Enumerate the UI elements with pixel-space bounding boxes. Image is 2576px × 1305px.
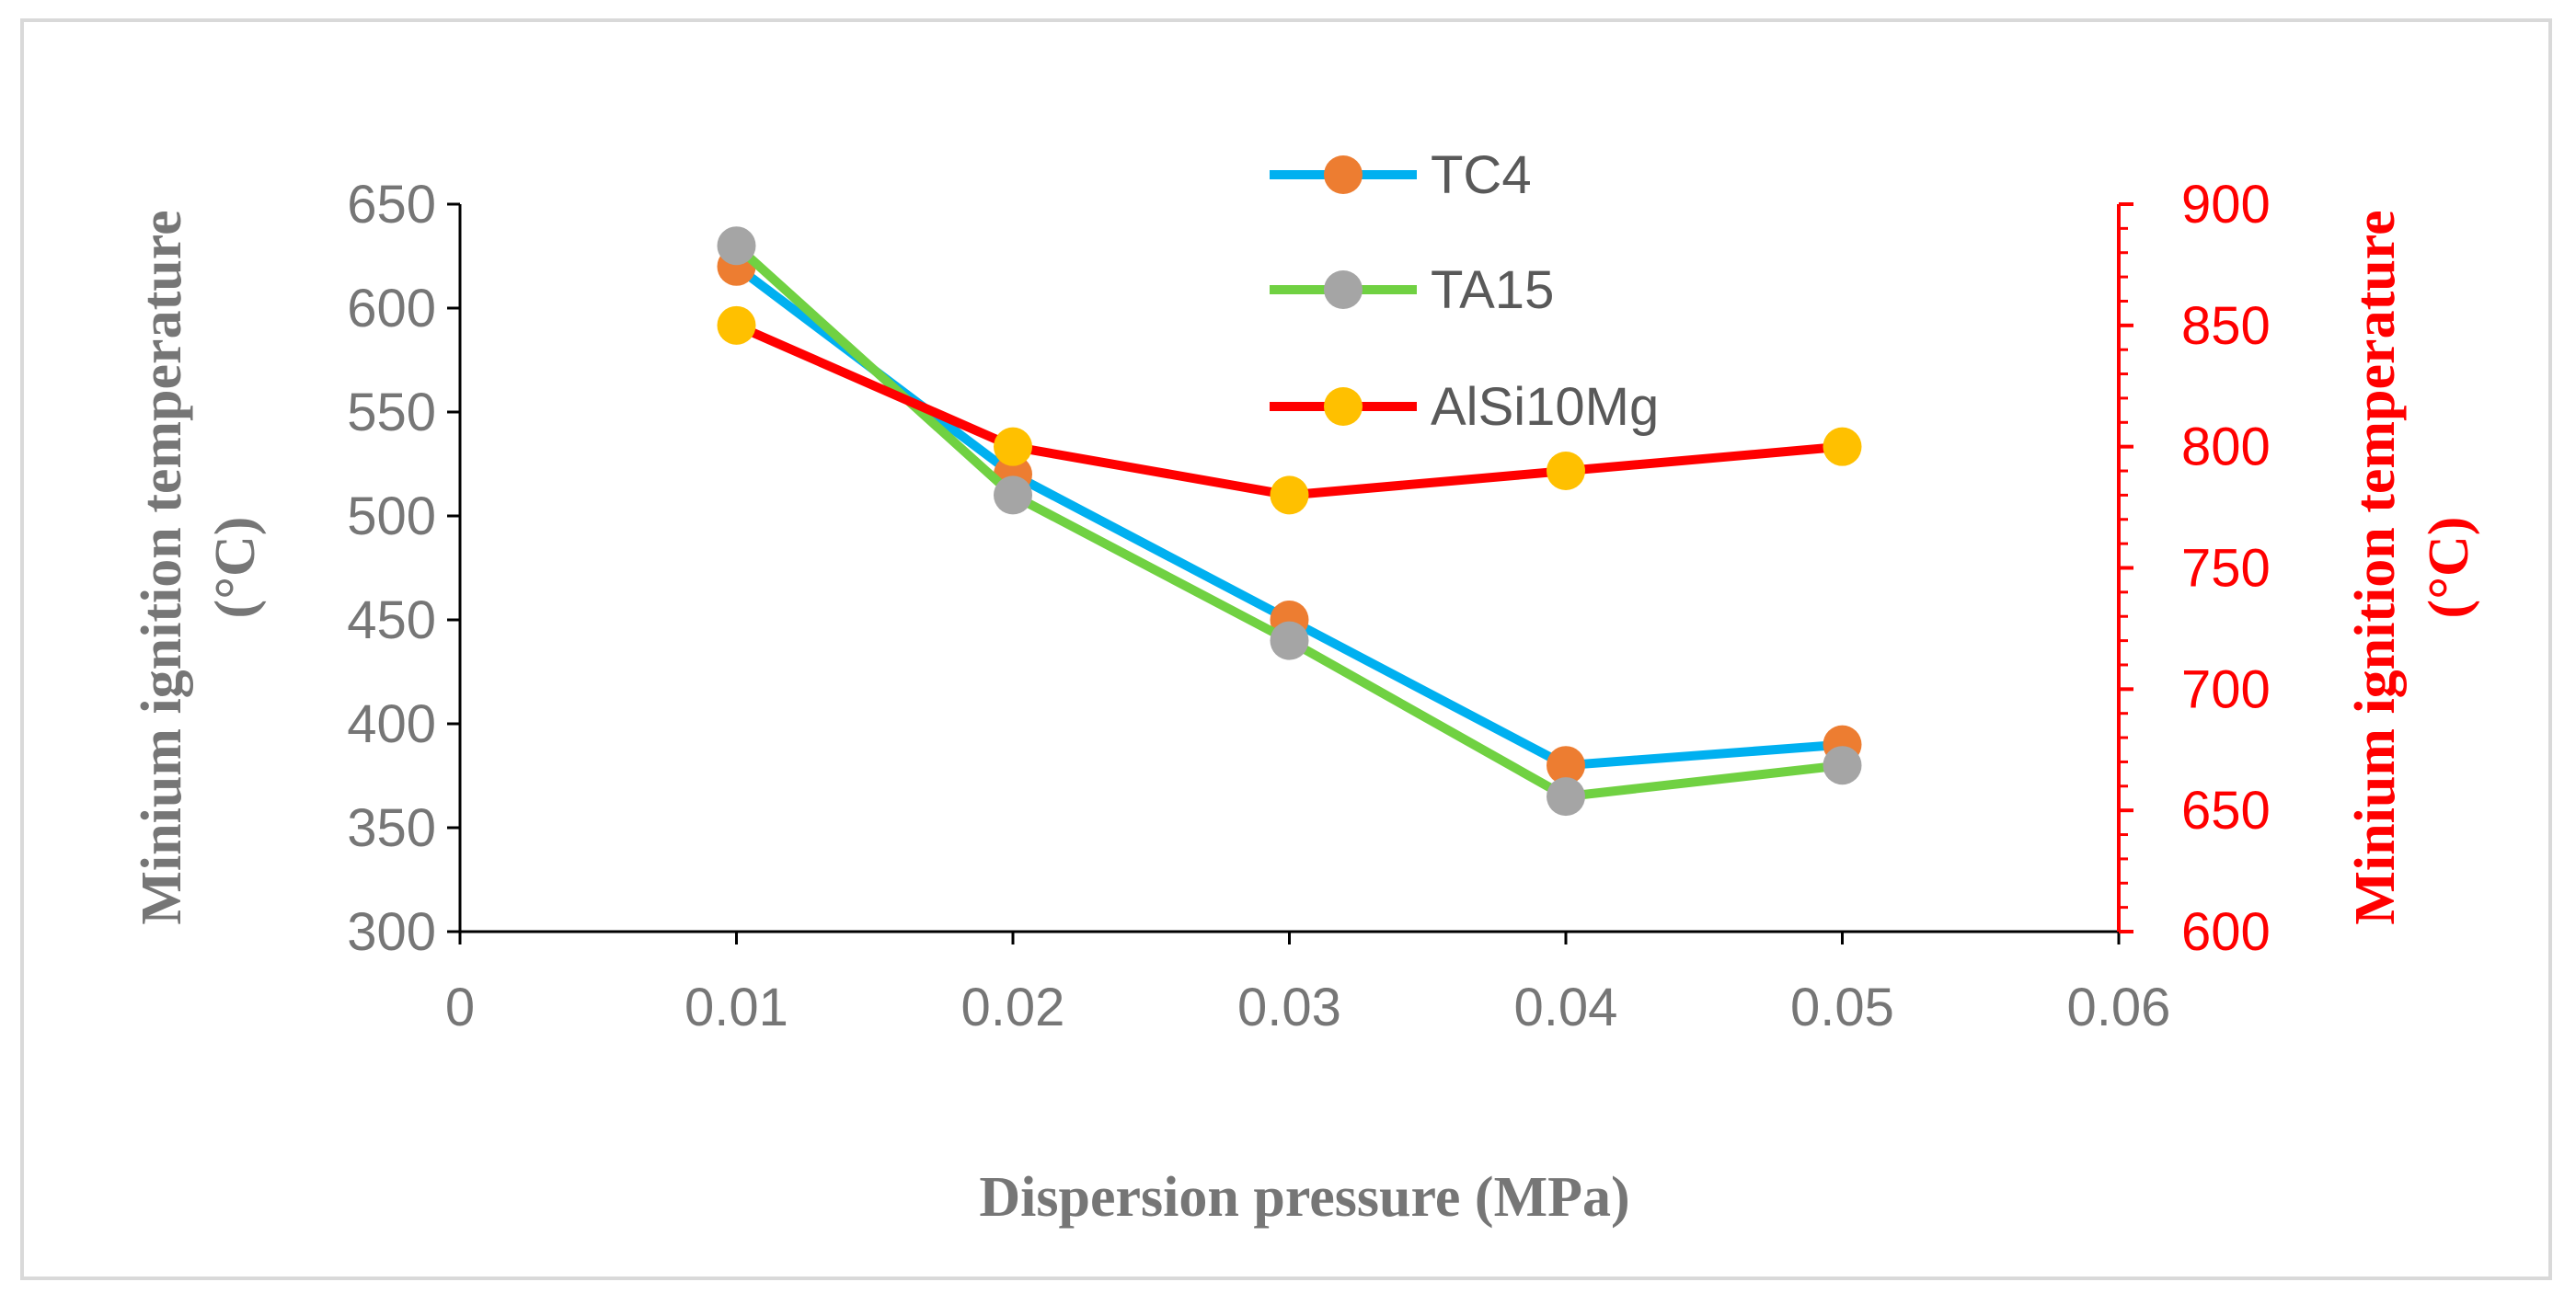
data-point-alsi10mg <box>1547 452 1585 491</box>
series-line-ta15 <box>731 241 1847 802</box>
data-point-ta15 <box>994 475 1032 515</box>
data-point-ta15 <box>1547 777 1585 817</box>
x-tick-label: 0.04 <box>1514 978 1618 1037</box>
y2-tick-label: 750 <box>2181 539 2271 599</box>
legend-marker <box>1324 270 1363 309</box>
y-tick-label: 550 <box>347 383 436 442</box>
y2-axis-title-line2: (°C) <box>2418 517 2480 619</box>
data-point-alsi10mg <box>1270 475 1309 515</box>
legend-marker <box>1324 155 1363 194</box>
axes <box>447 202 2133 944</box>
x-tick-label: 0.01 <box>684 978 788 1037</box>
x-tick-label: 0 <box>445 978 475 1037</box>
x-tick-label: 0.02 <box>961 978 1065 1037</box>
y-axis-title-line2: (°C) <box>204 517 267 619</box>
legend-label: AlSi10Mg <box>1431 377 1659 437</box>
legend-label: TC4 <box>1431 145 1532 205</box>
y2-tick-label: 650 <box>2181 781 2271 841</box>
series-tc4 <box>717 246 1862 785</box>
x-tick-label: 0.06 <box>2067 978 2171 1037</box>
y-axis-title-line1: Minium ignition temperature <box>131 210 193 924</box>
series-ta15 <box>717 226 1862 817</box>
series-layer <box>717 226 1862 817</box>
data-point-alsi10mg <box>717 305 756 345</box>
legend: TC4 TA15 AlSi10Mg <box>1270 145 1659 437</box>
y2-tick-label: 700 <box>2181 659 2271 719</box>
x-axis-title: Dispersion pressure (MPa) <box>979 1166 1629 1229</box>
y-tick-label: 600 <box>347 279 436 338</box>
y-tick-label: 350 <box>347 798 436 858</box>
x-tick-label: 0.05 <box>1790 978 1894 1037</box>
x-tick-label: 0.03 <box>1237 978 1341 1037</box>
legend-item-alsi10mg: AlSi10Mg <box>1270 377 1659 437</box>
y2-tick-label: 850 <box>2181 296 2271 356</box>
series-line-tc4 <box>731 261 1847 771</box>
axis-titles: Minium ignition temperature (°C) Minium … <box>131 210 2480 1229</box>
tick-labels: 300 350 400 450 500 550 600 650 0 0.01 0.02 0.03 0.0… <box>347 175 2271 1037</box>
y-tick-label: 500 <box>347 487 436 546</box>
data-point-alsi10mg <box>994 427 1032 466</box>
legend-marker <box>1324 387 1363 426</box>
y2-tick-label: 600 <box>2181 902 2271 962</box>
data-point-tc4 <box>1547 746 1585 785</box>
legend-item-ta15: TA15 <box>1270 260 1554 320</box>
data-point-ta15 <box>1270 621 1309 660</box>
y-tick-label: 650 <box>347 175 436 235</box>
data-point-ta15 <box>1823 746 1862 785</box>
y-tick-label: 300 <box>347 902 436 962</box>
y-tick-label: 400 <box>347 694 436 754</box>
y-tick-label: 450 <box>347 590 436 650</box>
series-alsi10mg <box>717 305 1862 515</box>
legend-item-tc4: TC4 <box>1270 145 1532 205</box>
y2-tick-label: 800 <box>2181 418 2271 477</box>
y2-tick-label: 900 <box>2181 175 2271 235</box>
legend-label: TA15 <box>1431 260 1554 320</box>
data-point-alsi10mg <box>1823 427 1862 466</box>
y2-axis-title-line1: Minium ignition temperature <box>2344 210 2407 924</box>
data-point-ta15 <box>717 226 756 266</box>
